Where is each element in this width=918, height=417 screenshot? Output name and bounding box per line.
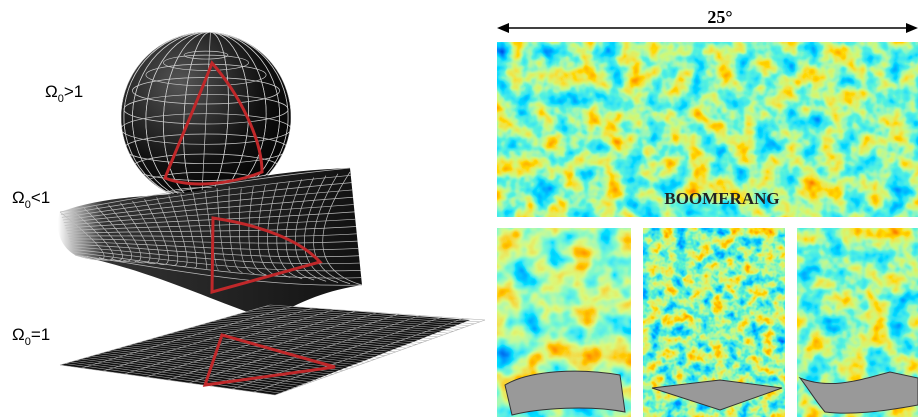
grid-line [144,199,169,265]
map-label: BOOMERANG [664,189,779,208]
grid-line [257,184,279,277]
grid-line [65,211,355,229]
grid-line [294,177,327,282]
grid-line [81,306,292,369]
grid-line [121,113,291,145]
grid-line [59,304,271,366]
open-saddle [57,167,363,320]
grid-line [124,309,335,375]
label-closed: Ω0>1 [45,82,83,105]
grid-line [63,196,354,224]
geometry-labels: Ω0>1 Ω0<1 Ω0=1 [12,82,83,348]
grid-line [238,188,255,275]
closed-sphere [121,32,291,202]
grid-line [74,251,362,279]
grid-line [61,182,352,218]
grid-line [70,241,359,251]
grid-line [59,211,105,261]
grid-line [59,167,351,213]
grid-line [276,181,303,280]
grid-line [267,182,291,278]
grid-line [192,191,208,270]
grid-line [228,186,243,273]
grid-line [274,319,486,396]
grid-line [216,188,231,272]
scale-label: 25° [707,7,732,27]
grid-line [66,218,356,232]
grid-line [74,254,363,286]
grid-line [62,189,353,221]
grid-line [168,195,188,267]
grid-line [188,313,400,384]
grid-line [253,318,464,393]
grid-line [67,226,357,234]
grid-line [64,204,354,226]
grid-line [322,171,363,286]
grid-line [69,238,358,244]
grid-line [73,249,361,272]
grid-line [71,243,360,258]
grid-line [145,63,267,87]
label-flat: Ω0=1 [12,325,50,348]
grid-line [285,179,315,281]
grid-line [180,193,198,268]
flat-plane [59,304,486,396]
grid-line [313,173,351,285]
grid-line [183,50,229,60]
grid-line [95,206,132,262]
grid-line [163,54,249,71]
grid-line [102,307,314,372]
cmb-maps: 25° BOOMERANG [497,7,918,417]
grid-line [120,202,151,264]
label-open: Ω0<1 [12,188,50,211]
grid-line [60,174,351,216]
grid-line [167,312,378,381]
grid-line [68,233,357,238]
boomerang-map [497,42,918,217]
grid-line [210,315,421,387]
